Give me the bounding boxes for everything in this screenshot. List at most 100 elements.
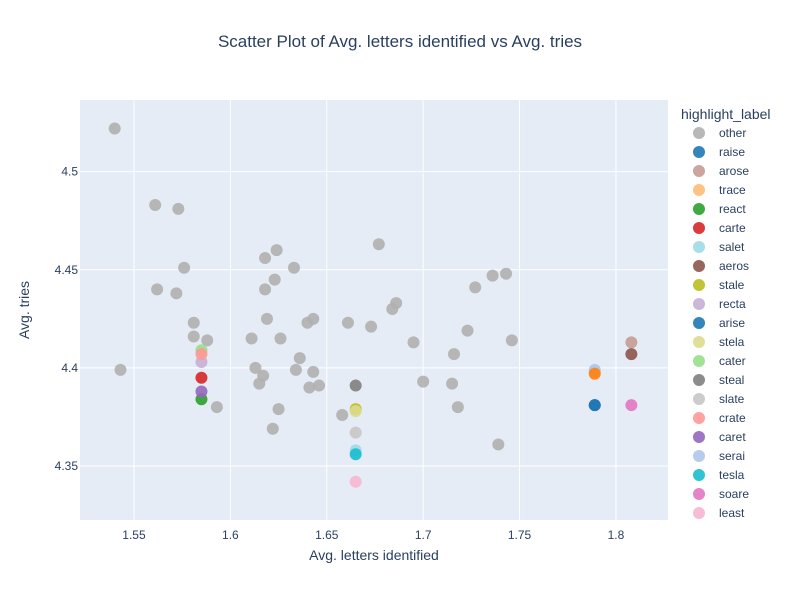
data-point-other[interactable] (272, 403, 285, 416)
data-point-tesla[interactable] (349, 448, 362, 461)
data-point-other[interactable] (266, 422, 279, 435)
data-point-other[interactable] (149, 199, 162, 211)
legend-marker-trace[interactable] (693, 184, 705, 196)
legend-label-react[interactable]: react (719, 202, 746, 216)
data-point-other[interactable] (210, 401, 223, 414)
data-point-other[interactable] (108, 122, 121, 135)
data-point-other[interactable] (257, 369, 270, 382)
data-point-other[interactable] (505, 334, 518, 347)
legend-label-crate[interactable]: crate (719, 411, 746, 425)
data-point-other[interactable] (170, 287, 183, 300)
data-point-other[interactable] (417, 375, 430, 388)
legend-marker-stale[interactable] (693, 279, 705, 291)
legend-label-salet[interactable]: salet (719, 240, 745, 254)
legend-label-tesla[interactable]: tesla (719, 468, 745, 482)
legend-label-carte[interactable]: carte (719, 221, 746, 235)
legend-label-caret[interactable]: caret (719, 430, 746, 444)
data-point-aeros[interactable] (625, 348, 638, 361)
data-point-other[interactable] (201, 334, 214, 347)
data-point-other[interactable] (336, 409, 349, 421)
data-point-stela[interactable] (349, 405, 362, 418)
data-point-other[interactable] (469, 281, 482, 294)
legend-marker-caret[interactable] (693, 431, 705, 443)
data-point-other[interactable] (448, 348, 461, 361)
data-point-crate[interactable] (195, 348, 208, 361)
legend-label-stela[interactable]: stela (719, 335, 745, 349)
legend-label-trace[interactable]: trace (719, 183, 746, 197)
data-point-other[interactable] (307, 312, 320, 325)
legend-marker-other[interactable] (693, 127, 705, 139)
data-point-caret[interactable] (195, 385, 208, 398)
data-point-other[interactable] (287, 261, 300, 274)
data-point-other[interactable] (289, 363, 302, 376)
data-point-other[interactable] (259, 251, 272, 264)
data-point-other[interactable] (313, 379, 326, 392)
legend-marker-soare[interactable] (693, 488, 705, 500)
data-point-slate[interactable] (349, 426, 362, 439)
legend-label-serai[interactable]: serai (719, 449, 745, 463)
data-point-other[interactable] (114, 363, 127, 376)
data-point-carte[interactable] (195, 371, 208, 384)
legend-marker-tesla[interactable] (693, 469, 705, 481)
data-point-other[interactable] (249, 361, 262, 374)
data-point-other[interactable] (178, 261, 191, 274)
legend-label-least[interactable]: least (719, 506, 745, 520)
legend-label-raise[interactable]: raise (719, 145, 745, 159)
data-point-other[interactable] (307, 365, 320, 378)
data-point-other[interactable] (274, 332, 287, 345)
legend-label-slate[interactable]: slate (719, 392, 745, 406)
legend-marker-raise[interactable] (693, 146, 705, 158)
data-point-least[interactable] (349, 475, 362, 488)
legend-label-arose[interactable]: arose (719, 164, 749, 178)
legend-marker-crate[interactable] (693, 412, 705, 424)
legend-marker-arise[interactable] (693, 317, 705, 329)
legend-marker-aeros[interactable] (693, 260, 705, 272)
legend-marker-cater[interactable] (693, 355, 705, 367)
legend-marker-slate[interactable] (693, 393, 705, 405)
data-point-other[interactable] (187, 330, 200, 343)
legend-marker-least[interactable] (693, 507, 705, 519)
legend-label-arise[interactable]: arise (719, 316, 745, 330)
data-point-other[interactable] (261, 312, 274, 325)
data-point-other[interactable] (172, 202, 185, 215)
data-point-other[interactable] (407, 336, 420, 349)
data-point-other[interactable] (303, 381, 316, 394)
legend-marker-serai[interactable] (693, 450, 705, 462)
legend-label-cater[interactable]: cater (719, 354, 746, 368)
legend-marker-steal[interactable] (693, 374, 705, 386)
data-point[interactable] (588, 367, 601, 380)
data-point-other[interactable] (390, 297, 403, 310)
data-point-other[interactable] (259, 283, 272, 296)
data-point-other[interactable] (500, 267, 513, 280)
data-point-other[interactable] (365, 320, 378, 333)
legend-label-soare[interactable]: soare (719, 487, 749, 501)
legend-marker-carte[interactable] (693, 222, 705, 234)
data-point-other[interactable] (187, 316, 200, 329)
legend-label-steal[interactable]: steal (719, 373, 744, 387)
data-point-other[interactable] (268, 273, 281, 286)
legend-label-aeros[interactable]: aeros (719, 259, 749, 273)
data-point-other[interactable] (245, 332, 258, 345)
data-point-other[interactable] (293, 352, 306, 365)
data-point-other[interactable] (372, 238, 385, 251)
data-point-other[interactable] (341, 316, 354, 329)
data-point-other[interactable] (446, 377, 459, 390)
legend-label-recta[interactable]: recta (719, 297, 746, 311)
data-point-other[interactable] (270, 244, 283, 257)
legend-marker-recta[interactable] (693, 298, 705, 310)
data-point-arise[interactable] (588, 399, 601, 412)
legend-marker-salet[interactable] (693, 241, 705, 253)
data-point-other[interactable] (486, 269, 499, 282)
data-point-other[interactable] (461, 324, 474, 337)
data-point-arose[interactable] (625, 336, 638, 349)
legend-label-stale[interactable]: stale (719, 278, 745, 292)
legend-marker-stela[interactable] (693, 336, 705, 348)
data-point-other[interactable] (451, 401, 464, 414)
data-point-other[interactable] (151, 283, 164, 296)
data-point-steal[interactable] (349, 379, 362, 392)
data-point-soare[interactable] (625, 399, 638, 412)
legend-marker-arose[interactable] (693, 165, 705, 177)
legend-marker-react[interactable] (693, 203, 705, 215)
data-point-other[interactable] (492, 438, 505, 451)
legend-label-other[interactable]: other (719, 126, 746, 140)
